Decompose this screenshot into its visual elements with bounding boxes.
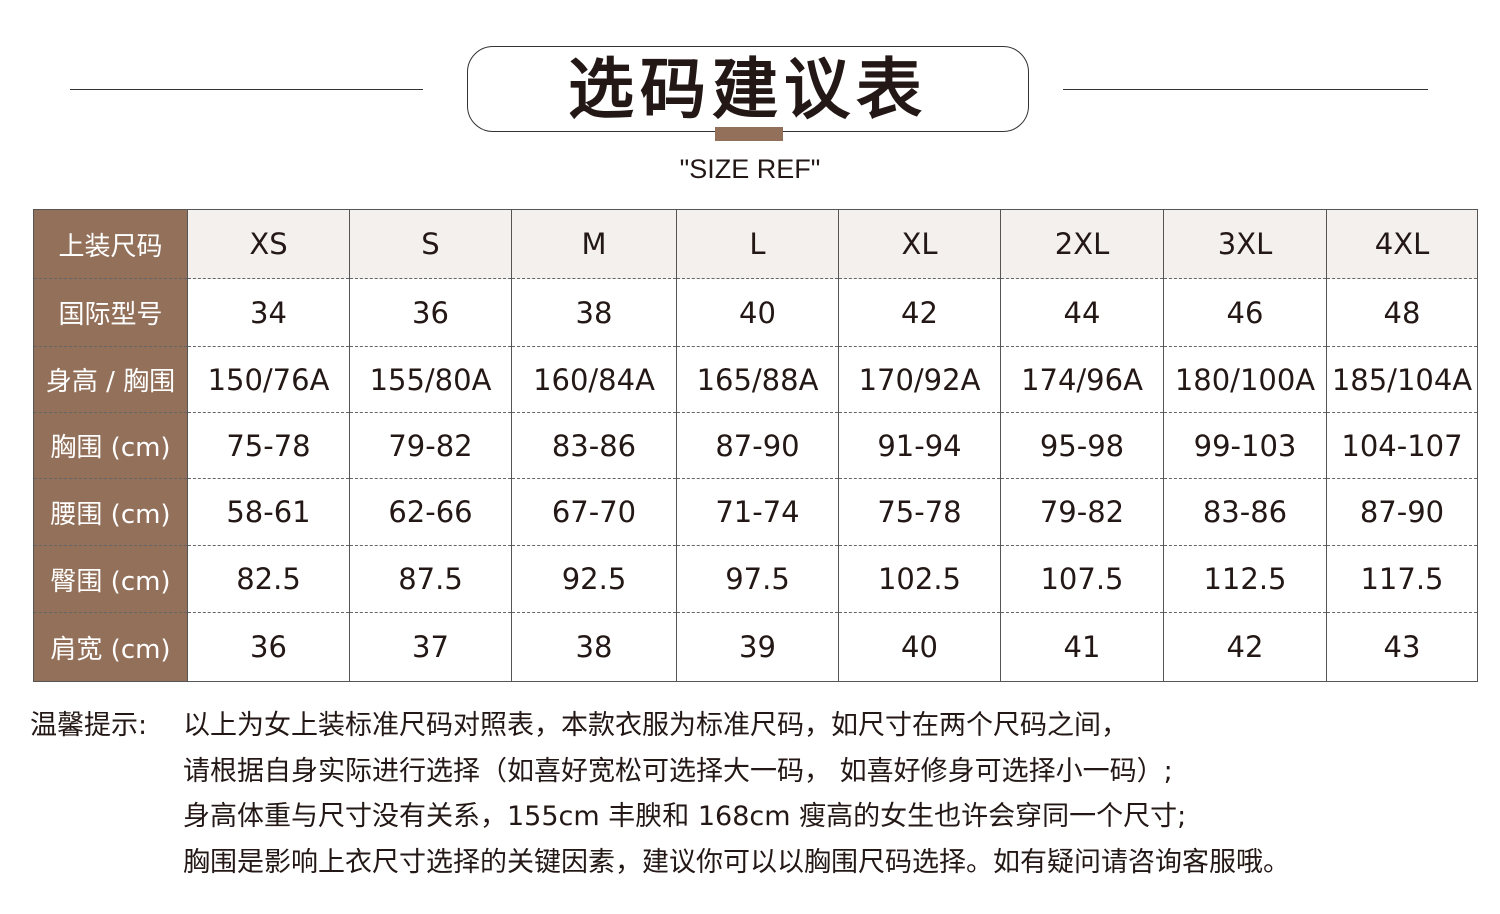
table-cell: 87-90 <box>1326 478 1478 546</box>
table-cell: 104-107 <box>1326 412 1478 479</box>
table-cell: 185/104A <box>1326 346 1478 413</box>
row-header: 上装尺码 <box>33 209 188 279</box>
table-cell: 38 <box>511 612 677 682</box>
table-cell: 83-86 <box>511 412 677 479</box>
table-cell: 42 <box>1163 612 1327 682</box>
table-cell: 79-82 <box>1000 478 1164 546</box>
table-cell: 58-61 <box>187 478 350 546</box>
table-cell: 99-103 <box>1163 412 1327 479</box>
table-row: 胸围 (cm) 75-78 79-82 83-86 87-90 91-94 95-98 99-… <box>33 412 1478 479</box>
table-row: 国际型号 34 36 38 40 42 44 46 48 <box>33 278 1478 347</box>
row-header: 胸围 (cm) <box>33 412 188 479</box>
table-cell: 71-74 <box>676 478 839 546</box>
table-cell: 41 <box>1000 612 1164 682</box>
note-line: 身高体重与尺寸没有关系，155cm 丰腴和 168cm 瘦高的女生也许会穿同一个… <box>183 801 1187 832</box>
row-header: 国际型号 <box>33 278 188 347</box>
table-cell: 91-94 <box>838 412 1001 479</box>
size-table: 上装尺码 XS S M L XL 2XL 3XL 4XL 国际型号 34 36 38 40 42 44 46 48… <box>33 209 1478 682</box>
row-header: 身高 / 胸围 <box>33 346 188 413</box>
row-header: 腰围 (cm) <box>33 478 188 546</box>
table-cell: 62-66 <box>349 478 512 546</box>
table-row: 上装尺码 XS S M L XL 2XL 3XL 4XL <box>33 209 1478 279</box>
table-cell: 155/80A <box>349 346 512 413</box>
table-cell: 48 <box>1326 278 1478 347</box>
table-cell: XS <box>187 209 350 279</box>
table-cell: 117.5 <box>1326 545 1478 613</box>
table-cell: 75-78 <box>838 478 1001 546</box>
table-cell: 37 <box>349 612 512 682</box>
table-cell: L <box>676 209 839 279</box>
table-cell: 174/96A <box>1000 346 1164 413</box>
table-cell: M <box>511 209 677 279</box>
table-row: 腰围 (cm) 58-61 62-66 67-70 71-74 75-78 79-82 83-… <box>33 478 1478 546</box>
table-cell: 75-78 <box>187 412 350 479</box>
table-cell: 40 <box>676 278 839 347</box>
row-header: 肩宽 (cm) <box>33 612 188 682</box>
table-cell: 87-90 <box>676 412 839 479</box>
divider-right <box>1063 89 1428 90</box>
table-cell: 40 <box>838 612 1001 682</box>
table-cell: 95-98 <box>1000 412 1164 479</box>
table-row: 肩宽 (cm) 36 37 38 39 40 41 42 43 <box>33 612 1478 682</box>
table-cell: 180/100A <box>1163 346 1327 413</box>
table-cell: XL <box>838 209 1001 279</box>
table-cell: 92.5 <box>511 545 677 613</box>
table-cell: 67-70 <box>511 478 677 546</box>
table-cell: 39 <box>676 612 839 682</box>
table-cell: 43 <box>1326 612 1478 682</box>
table-cell: 3XL <box>1163 209 1327 279</box>
table-cell: 150/76A <box>187 346 350 413</box>
table-cell: 46 <box>1163 278 1327 347</box>
table-cell: 102.5 <box>838 545 1001 613</box>
table-cell: 42 <box>838 278 1001 347</box>
table-cell: 34 <box>187 278 350 347</box>
table-cell: 79-82 <box>349 412 512 479</box>
table-cell: 2XL <box>1000 209 1164 279</box>
table-row: 臀围 (cm) 82.5 87.5 92.5 97.5 102.5 107.5 112.5 11… <box>33 545 1478 613</box>
table-cell: 44 <box>1000 278 1164 347</box>
note-line: 胸围是影响上衣尺寸选择的关键因素，建议你可以以胸围尺码选择。如有疑问请咨询客服哦… <box>183 846 1290 878</box>
table-cell: 36 <box>187 612 350 682</box>
table-cell: 38 <box>511 278 677 347</box>
table-cell: 87.5 <box>349 545 512 613</box>
table-cell: 36 <box>349 278 512 347</box>
table-cell: 170/92A <box>838 346 1001 413</box>
note-line: 请根据自身实际进行选择（如喜好宽松可选择大一码， 如喜好修身可选择小一码）; <box>183 755 1173 787</box>
page-subtitle: "SIZE REF" <box>679 154 821 184</box>
table-cell: 83-86 <box>1163 478 1327 546</box>
table-cell: 112.5 <box>1163 545 1327 613</box>
table-cell: 160/84A <box>511 346 677 413</box>
title-accent-bar <box>715 127 783 141</box>
table-cell: 165/88A <box>676 346 839 413</box>
divider-left <box>70 89 423 90</box>
page-title: 选码建议表 <box>568 51 928 128</box>
table-cell: 97.5 <box>676 545 839 613</box>
row-header: 臀围 (cm) <box>33 545 188 613</box>
table-cell: S <box>349 209 512 279</box>
table-row: 身高 / 胸围 150/76A 155/80A 160/84A 165/88A 170/9… <box>33 346 1478 413</box>
note-line: 以上为女上装标准尺码对照表，本款衣服为标准尺码，如尺寸在两个尺码之间， <box>183 710 1128 741</box>
table-cell: 107.5 <box>1000 545 1164 613</box>
table-cell: 4XL <box>1326 209 1478 279</box>
table-cell: 82.5 <box>187 545 350 613</box>
notes-label: 温馨提示: <box>30 710 148 741</box>
notes-text: 以上为女上装标准尺码对照表，本款衣服为标准尺码，如尺寸在两个尺码之间， 请根据自… <box>183 703 1290 885</box>
